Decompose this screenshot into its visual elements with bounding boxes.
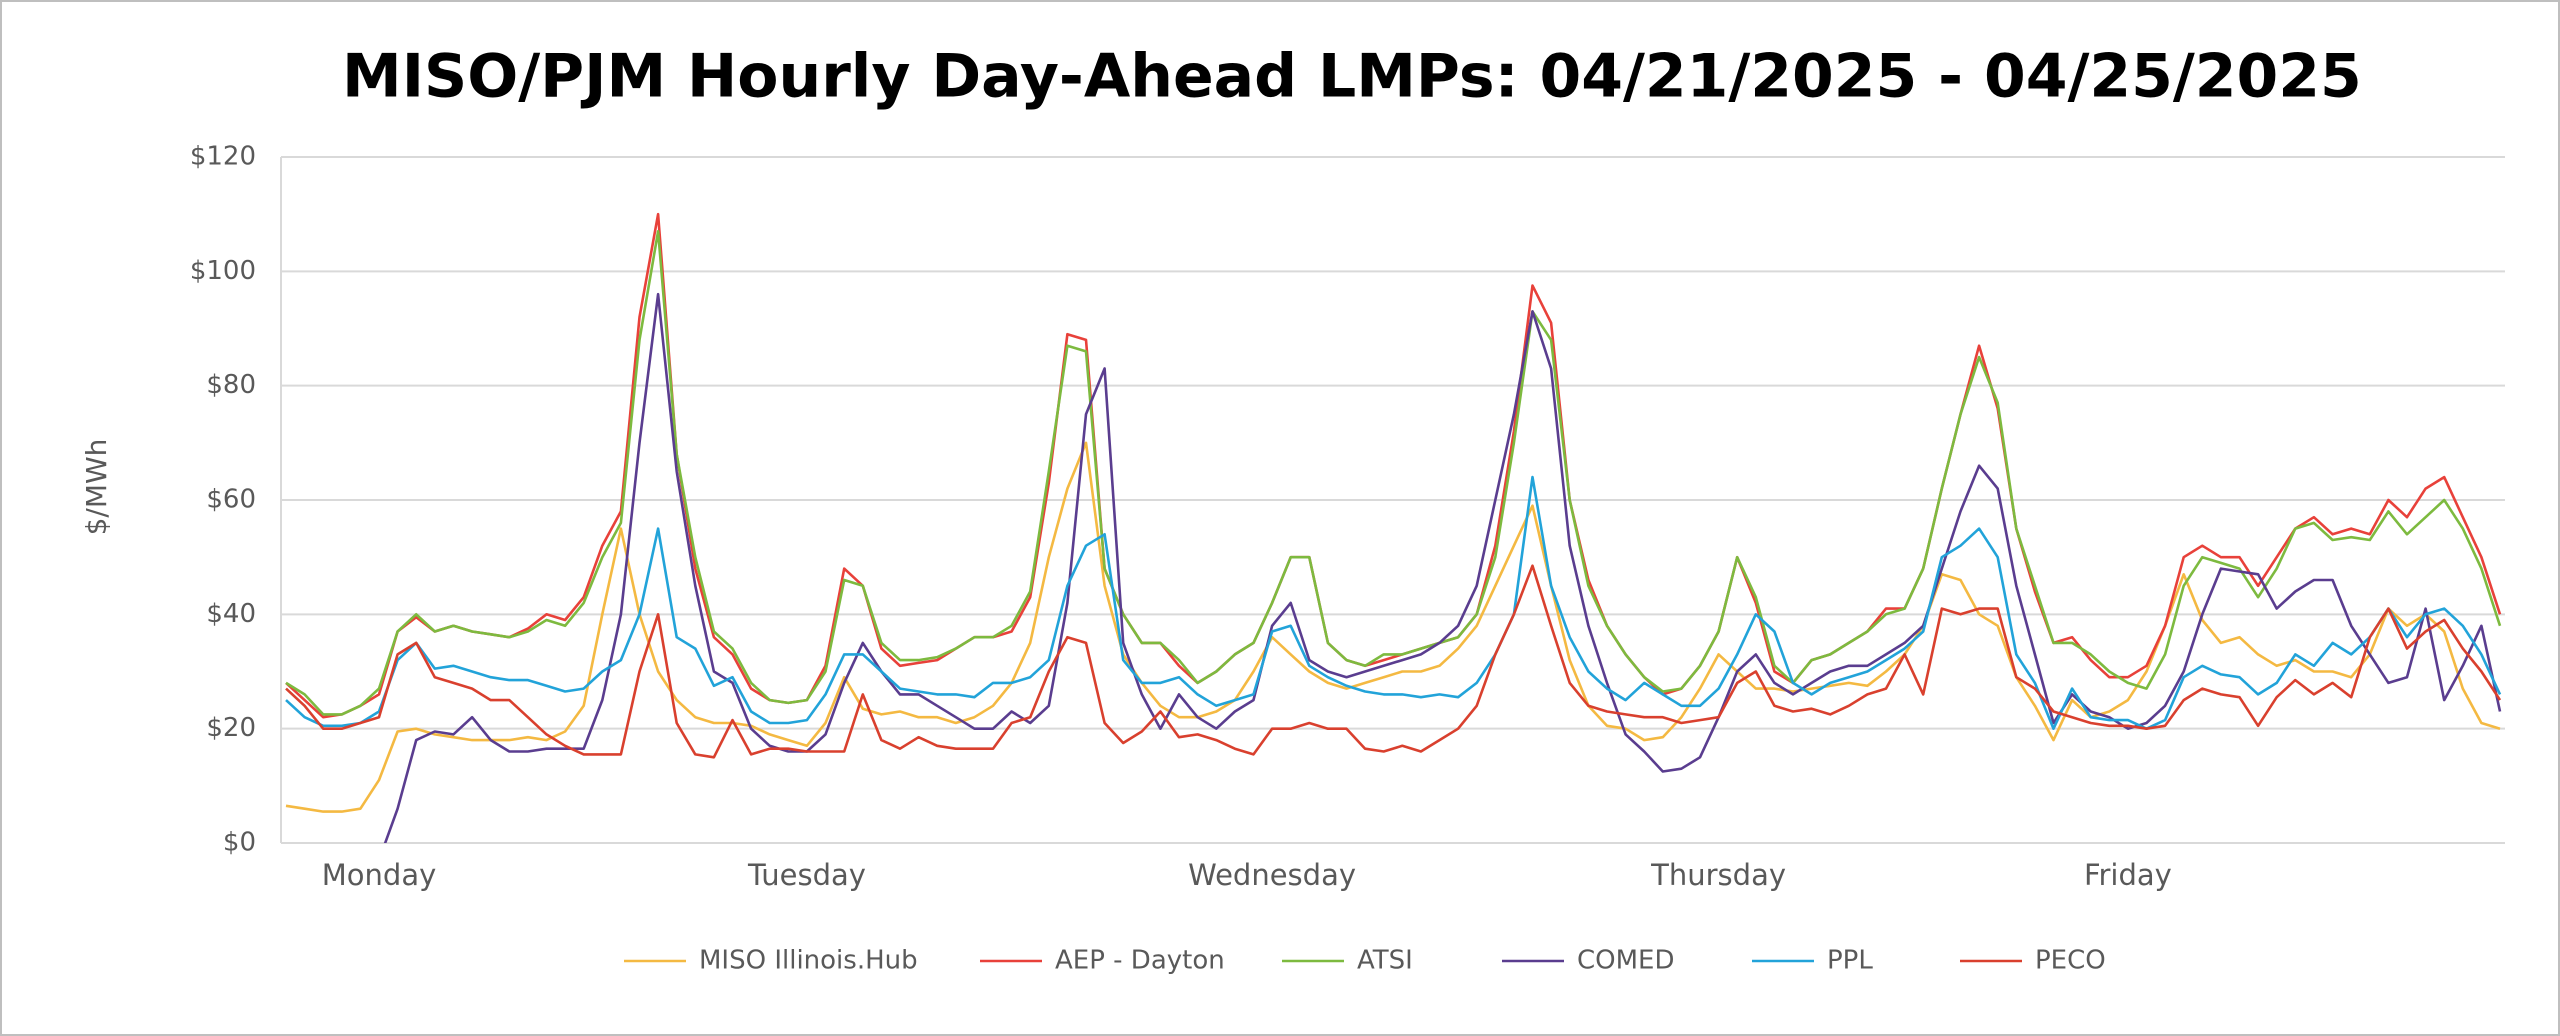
y-tick-label: $0 xyxy=(223,828,256,858)
y-axis-label: $/MWh xyxy=(80,439,113,536)
y-tick-label: $60 xyxy=(206,485,256,515)
y-tick-label: $20 xyxy=(206,713,256,743)
x-tick-label: Monday xyxy=(322,858,437,892)
chart-title: MISO/PJM Hourly Day-Ahead LMPs: 04/21/20… xyxy=(342,42,2362,112)
legend-label: COMED xyxy=(1577,946,1675,976)
y-tick-label: $40 xyxy=(206,599,256,629)
series-line xyxy=(285,212,2502,719)
legend-label: PECO xyxy=(2035,946,2106,976)
x-tick-label: Wednesday xyxy=(1188,858,1356,892)
legend-label: MISO Illinois.Hub xyxy=(699,946,918,976)
series-line xyxy=(383,292,2502,843)
x-tick-label: Friday xyxy=(2084,858,2172,892)
y-tick-label: $100 xyxy=(190,256,256,286)
y-tick-label: $120 xyxy=(190,142,256,172)
y-tick-label: $80 xyxy=(206,370,256,400)
series-line xyxy=(285,564,2502,759)
legend-label: PPL xyxy=(1827,946,1873,976)
x-tick-label: Thursday xyxy=(1650,858,1786,892)
x-tick-label: Tuesday xyxy=(747,858,866,892)
plot-lines xyxy=(285,212,2502,843)
series-line xyxy=(285,441,2501,813)
legend-label: AEP - Dayton xyxy=(1055,946,1225,976)
legend-label: ATSI xyxy=(1357,946,1413,976)
series-line xyxy=(285,475,2502,730)
series-line xyxy=(285,230,2502,716)
